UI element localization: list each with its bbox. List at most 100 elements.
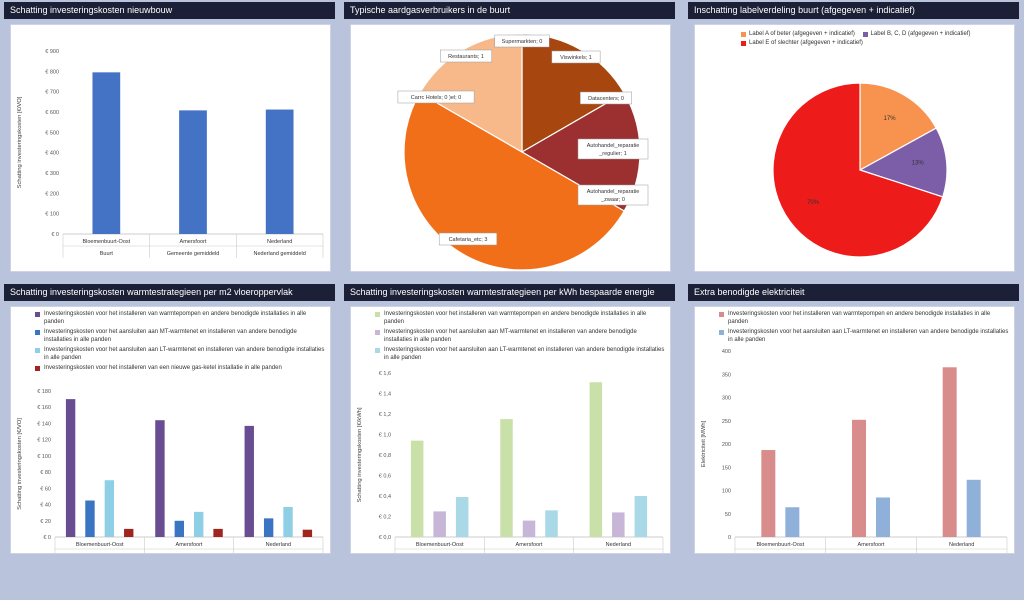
panel-title: Schatting investeringskosten warmtestrat… [4, 284, 335, 301]
y-tick-label: € 400 [45, 151, 59, 157]
panel-gas-consumers: Typische aardgasverbruikers in de buurt … [344, 2, 675, 278]
bar [85, 500, 95, 537]
bar [263, 518, 274, 537]
x-category-label: Bloemenbuurt-Oost [416, 542, 464, 548]
x-category-label: Bloemenbuurt-Oost [756, 542, 804, 548]
chart-card: Supermarkten; 0 Viswinkels; 1 Datacenters;… [350, 24, 671, 272]
bar [213, 528, 223, 537]
x-group-label: Buurt [100, 251, 114, 257]
x-category-label: Nederland [606, 542, 631, 548]
legend-item: Investeringskosten voor het aansluiten a… [35, 329, 325, 344]
bar [966, 479, 981, 537]
x-category-label: Amersfoort [180, 239, 207, 245]
bar [174, 520, 184, 537]
legend-swatch [719, 330, 724, 335]
y-tick-label: 300 [722, 396, 731, 402]
pie-label-box [580, 91, 632, 105]
pie-label-box [577, 184, 649, 206]
y-axis-title: Schatting investeringskosten [€/VO] [17, 96, 23, 188]
pie-slice [859, 82, 938, 172]
y-tick-label: € 1,6 [379, 371, 391, 377]
bar [761, 450, 776, 537]
chart-legend: Label A of beter (afgegeven + indicatief… [741, 31, 1001, 49]
bar [785, 507, 800, 537]
panel-title: Typische aardgasverbruikers in de buurt [344, 2, 675, 19]
y-tick-label: € 900 [45, 49, 59, 55]
bar [265, 109, 294, 234]
legend-swatch [375, 330, 380, 335]
x-group-label: Gemeente gemiddeld [167, 251, 220, 257]
bar [612, 512, 625, 537]
legend-swatch [741, 31, 746, 37]
y-tick-label: € 300 [45, 171, 59, 177]
panel-extra-electricity: Extra benodigde elektriciteit Investerin… [688, 284, 1019, 560]
pie-slice [521, 33, 626, 154]
bar-chart-per-kwh: € 0,0 € 0,2 € 0,4 € 0,6 € 0,8 € 1,0 € 1,2 € 1,4… [357, 371, 664, 553]
legend-swatch [35, 330, 40, 335]
legend-item: Investeringskosten voor het installeren … [375, 311, 665, 326]
y-tick-label: € 1,2 [379, 412, 391, 418]
y-tick-label: € 20 [40, 519, 51, 525]
legend-item: Label B, C, D (afgegeven + indicatief) [862, 31, 970, 37]
y-tick-label: 250 [722, 419, 731, 425]
y-tick-label: € 0,4 [379, 494, 391, 500]
pie-slice-label: Viswinkels; 1 [560, 55, 592, 61]
legend-item: Investeringskosten voor het installeren … [719, 311, 1009, 326]
y-tick-label: € 700 [45, 90, 59, 96]
legend-swatch [741, 40, 746, 46]
panel-title: Schatting investeringskosten nieuwbouw [4, 2, 335, 19]
bar [433, 511, 446, 537]
y-tick-label: € 100 [37, 454, 51, 460]
chart-card: Investeringskosten voor het installeren … [694, 306, 1015, 554]
bar [124, 528, 134, 537]
legend-item: Investeringskosten voor het aansluiten a… [719, 329, 1009, 344]
y-tick-label: € 160 [37, 405, 51, 411]
bar [500, 419, 513, 537]
y-tick-label: € 0 [43, 535, 51, 541]
pie-slice-label: Autohandel_reparatie [587, 143, 640, 149]
legend-item: Investeringskosten voor het installeren … [35, 311, 325, 326]
chart-card: Label A of beter (afgegeven + indicatief… [694, 24, 1015, 272]
y-tick-label: € 1,0 [379, 433, 391, 439]
x-category-label: Nederland [266, 542, 291, 548]
bar [942, 367, 957, 537]
pie-percent-label: 70% [807, 200, 820, 206]
y-tick-label: € 0,2 [379, 515, 391, 521]
pie-slice [858, 127, 948, 198]
x-category-label: Nederland [949, 542, 974, 548]
x-group-label: Nederland gemiddeld [254, 251, 306, 257]
x-category-label: Nederland [267, 239, 292, 245]
bar [155, 420, 165, 537]
chart-legend: Investeringskosten voor het installeren … [375, 311, 665, 365]
pie-slice-label: _zwaar; 0 [600, 197, 625, 203]
y-tick-label: € 800 [45, 69, 59, 75]
bar [455, 497, 469, 537]
legend-swatch [862, 31, 868, 37]
y-tick-label: € 100 [45, 212, 59, 218]
legend-swatch [719, 312, 724, 317]
pie-label-box [397, 90, 475, 104]
pie-slice [403, 92, 626, 271]
legend-item: Investeringskosten voor het installeren … [35, 365, 325, 373]
y-tick-label: € 140 [37, 421, 51, 427]
chart-card: Investeringskosten voor het installeren … [350, 306, 671, 554]
bar [589, 382, 603, 537]
y-axis-title: Schatting investeringskosten [€/VO] [17, 418, 23, 510]
pie-label-box [577, 138, 649, 160]
pie-slice-label: _regulier; 1 [598, 151, 627, 157]
bar [92, 72, 121, 234]
pie-percent-label: 17% [884, 116, 897, 122]
y-tick-label: € 60 [40, 486, 51, 492]
y-axis-title: Elektriciteit [MWh] [701, 420, 707, 467]
x-category-label: Amersfoort [858, 542, 885, 548]
y-tick-label: € 1,4 [379, 392, 391, 398]
chart-card: Investeringskosten voor het installeren … [10, 306, 331, 554]
bar [302, 529, 313, 537]
legend-item: Investeringskosten voor het aansluiten a… [375, 347, 665, 362]
panel-label-distribution: Inschatting labelverdeling buurt (afgege… [688, 2, 1019, 278]
y-tick-label: € 40 [40, 503, 51, 509]
bar [545, 510, 558, 537]
legend-swatch [375, 348, 380, 353]
x-category-label: Bloemenbuurt-Oost [76, 542, 124, 548]
y-tick-label: € 0,8 [379, 453, 391, 459]
